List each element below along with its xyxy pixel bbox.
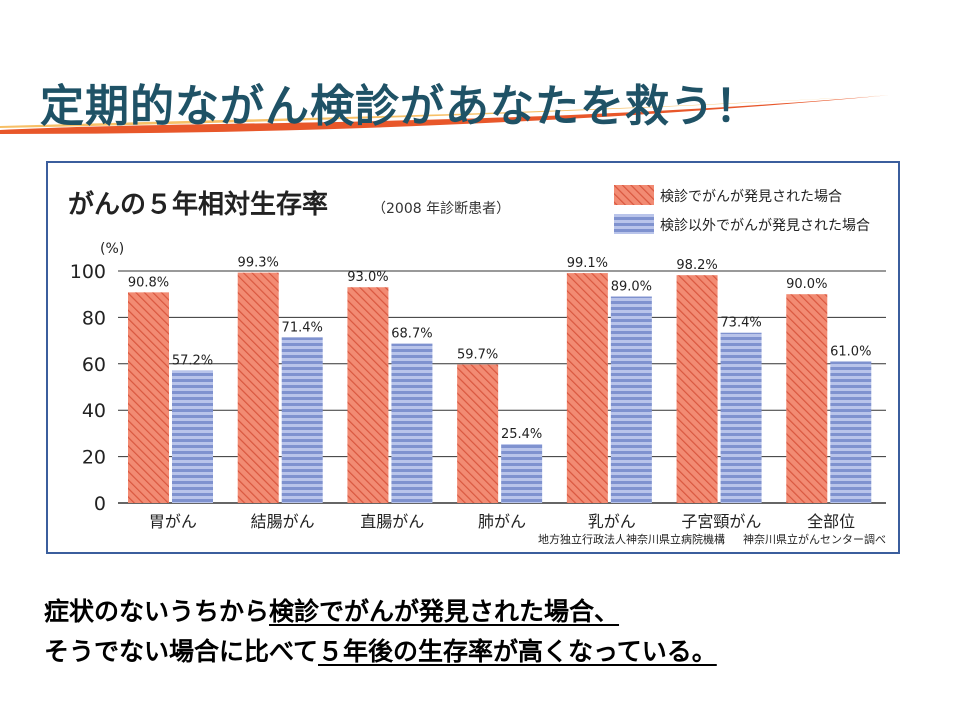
legend-swatch-non-screening <box>614 214 654 234</box>
category-label: 子宮頸がん <box>681 512 761 531</box>
bar-non-screening <box>830 361 872 503</box>
data-label: 68.7% <box>391 327 432 342</box>
y-tick-label: 0 <box>94 493 106 515</box>
data-label: 90.8% <box>128 275 169 290</box>
bar-non-screening <box>610 296 652 503</box>
legend-swatch-screening <box>614 185 654 205</box>
legend-label-non-screening: 検診以外でがんが発見された場合 <box>660 218 870 234</box>
data-label: 25.4% <box>501 427 542 442</box>
caption-line-2-plain: そうでない場合に比べて <box>44 637 319 666</box>
bar-non-screening <box>720 332 762 503</box>
bar-non-screening <box>281 337 323 503</box>
slide-title: 定期的ながん検診があなたを救う！ <box>40 81 760 132</box>
bar-non-screening <box>501 444 543 503</box>
bar-screening <box>676 275 718 503</box>
data-label: 99.1% <box>567 256 608 271</box>
category-label: 直腸がん <box>360 512 424 531</box>
data-label: 98.2% <box>676 258 717 273</box>
data-label: 99.3% <box>238 256 279 271</box>
caption-line-1: 症状のないうちから検診でがんが発見された場合、 <box>44 592 619 628</box>
bar-screening <box>128 292 169 503</box>
category-label: 結腸がん <box>251 512 315 531</box>
category-labels: 胃がん 結腸がん 直腸がん 肺がん 乳がん 子宮頸がん 全部位 <box>149 512 855 531</box>
caption-line-1-plain: 症状のないうちから <box>44 597 270 626</box>
caption-line-1-underlined: 検診でがんが発見された場合、 <box>269 597 620 626</box>
y-tick-label: 100 <box>70 261 106 283</box>
category-label: 肺がん <box>478 512 526 531</box>
chart-subtitle: （2008 年診断患者） <box>372 201 510 217</box>
data-label: 71.4% <box>282 320 323 335</box>
source-note-hospital: 地方独立行政法人神奈川県立病院機構 <box>538 532 725 546</box>
category-label: 胃がん <box>149 512 197 531</box>
bar-non-screening <box>391 343 433 503</box>
chart-frame: がんの５年相対生存率 （2008 年診断患者） 検診でがんが発見された場合 検診… <box>46 161 900 554</box>
title-swoosh <box>0 95 892 134</box>
data-labels: 90.8% 57.2% 99.3% 71.4% 93.0% 68.7% 59.7% 25.4%… <box>128 256 872 442</box>
y-tick-labels: 100 80 60 40 20 0 <box>70 261 106 515</box>
data-label: 90.0% <box>786 277 827 292</box>
category-label: 乳がん <box>588 512 636 531</box>
bars <box>128 272 872 503</box>
y-axis-unit: (%) <box>100 241 124 257</box>
bar-screening <box>786 294 828 503</box>
bar-screening <box>566 273 608 503</box>
data-label: 61.0% <box>830 344 871 359</box>
y-tick-label: 40 <box>82 400 106 422</box>
bar-screening <box>457 364 499 503</box>
source-note-center: 神奈川県立がんセンター調べ <box>743 532 886 546</box>
chart-title: がんの５年相対生存率 <box>68 189 328 220</box>
caption-line-2: そうでない場合に比べて５年後の生存率が高くなっている。 <box>44 632 717 668</box>
category-label: 全部位 <box>807 512 855 531</box>
data-label: 59.7% <box>457 347 498 362</box>
bar-screening <box>237 272 279 503</box>
data-label: 93.0% <box>347 270 388 285</box>
bar-non-screening <box>172 370 213 503</box>
bar-screening <box>347 287 389 503</box>
y-tick-label: 60 <box>82 354 106 376</box>
survival-rate-chart: がんの５年相対生存率 （2008 年診断患者） 検診でがんが発見された場合 検診… <box>68 185 886 546</box>
legend-label-screening: 検診でがんが発見された場合 <box>660 189 842 205</box>
data-label: 89.0% <box>611 280 652 295</box>
data-label: 57.2% <box>172 353 213 368</box>
caption-line-2-underlined: ５年後の生存率が高くなっている。 <box>318 637 717 666</box>
data-label: 73.4% <box>720 316 761 331</box>
y-tick-label: 20 <box>82 447 106 469</box>
y-tick-label: 80 <box>82 307 106 329</box>
